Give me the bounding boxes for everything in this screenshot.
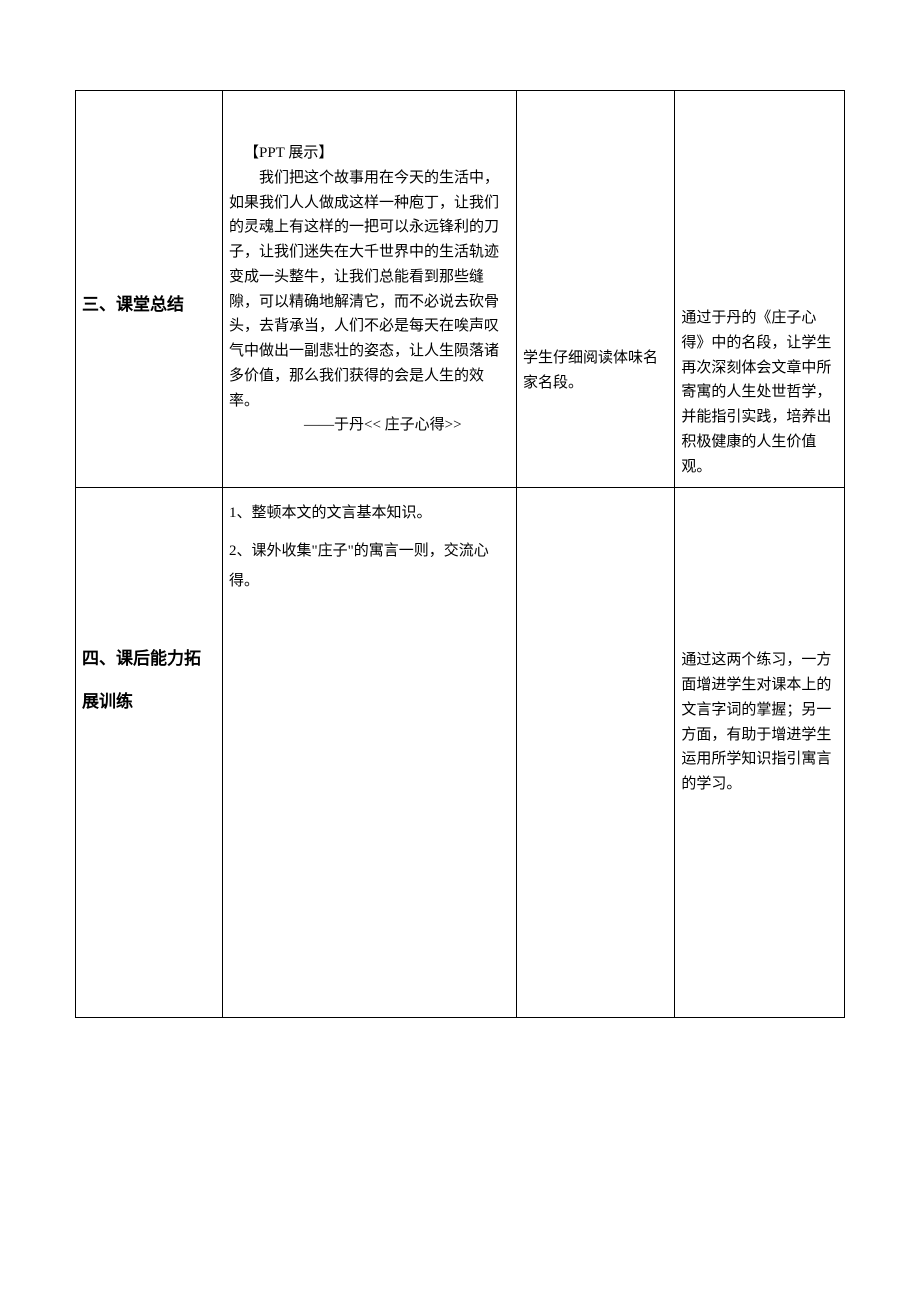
design-intent-text: 通过这两个练习，一方面增进学生对课本上的文言字词的掌握；另一方面，有助于增进学生… [681,652,831,792]
table-row: 四、课后能力拓展训练 1、整顿本文的文言基本知识。 2、课外收集"庄子"的寓言一… [76,488,845,1018]
homework-item: 2、课外收集"庄子"的寓言一则，交流心得。 [229,536,510,596]
section-heading: 四、课后能力拓展训练 [82,649,201,711]
table-row: 三、课堂总结 【PPT 展示】 我们把这个故事用在今天的生活中，如果我们人人做成… [76,91,845,488]
student-activity-text: 学生仔细阅读体味名家名段。 [523,350,658,391]
teacher-activity-cell: 【PPT 展示】 我们把这个故事用在今天的生活中，如果我们人人做成这样一种庖丁，… [223,91,517,488]
design-intent-cell: 通过于丹的《庄子心得》中的名段，让学生再次深刻体会文章中所寄寓的人生处世哲学，并… [675,91,845,488]
section-heading: 三、课堂总结 [82,295,184,314]
ppt-label: 【PPT 展示】 [229,141,510,166]
design-intent-text: 通过于丹的《庄子心得》中的名段，让学生再次深刻体会文章中所寄寓的人生处世哲学，并… [681,310,831,475]
teacher-activity-cell: 1、整顿本文的文言基本知识。 2、课外收集"庄子"的寓言一则，交流心得。 [223,488,517,1018]
student-activity-cell: 学生仔细阅读体味名家名段。 [517,91,675,488]
design-intent-cell: 通过这两个练习，一方面增进学生对课本上的文言字词的掌握；另一方面，有助于增进学生… [675,488,845,1018]
ppt-attribution: ——于丹<< 庄子心得>> [229,413,510,438]
student-activity-cell [517,488,675,1018]
section-heading-cell: 四、课后能力拓展训练 [76,488,223,1018]
ppt-body: 我们把这个故事用在今天的生活中，如果我们人人做成这样一种庖丁，让我们的灵魂上有这… [229,166,510,414]
section-heading-cell: 三、课堂总结 [76,91,223,488]
homework-item: 1、整顿本文的文言基本知识。 [229,498,510,528]
lesson-plan-table: 三、课堂总结 【PPT 展示】 我们把这个故事用在今天的生活中，如果我们人人做成… [75,90,845,1018]
